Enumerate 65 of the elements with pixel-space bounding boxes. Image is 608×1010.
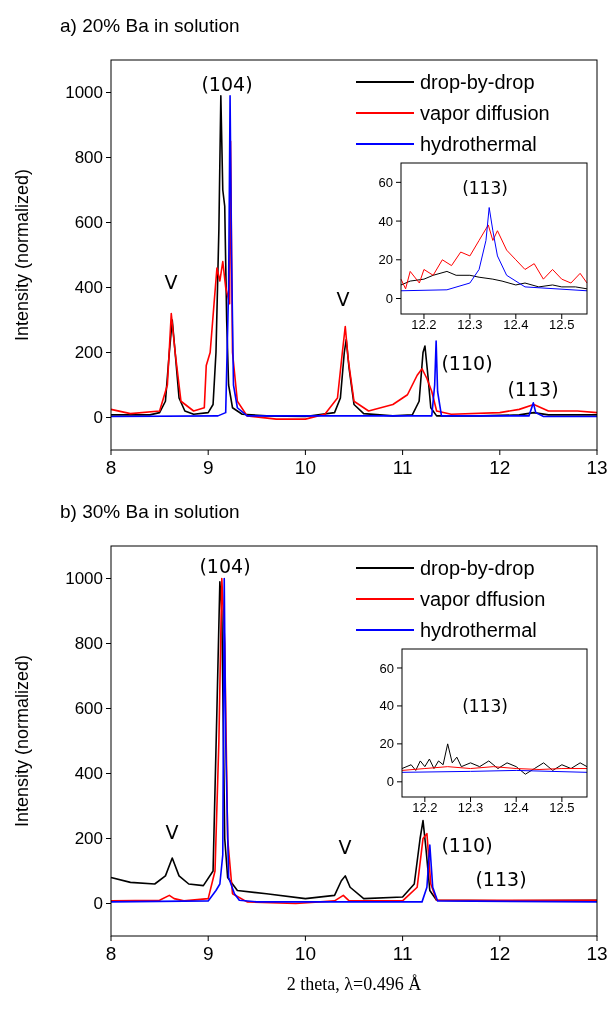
y-tick-label: 0	[93, 408, 103, 428]
x-tick-label: 11	[392, 457, 413, 478]
legend-label: hydrothermal	[420, 133, 537, 155]
x-tick-label: 12.4	[503, 317, 529, 332]
y-tick-label: 200	[74, 343, 103, 363]
x-tick-label: 12.5	[549, 800, 575, 815]
y-tick-label: 60	[378, 174, 393, 190]
annotation: (113)	[507, 378, 559, 400]
x-tick-label: 12.5	[549, 317, 575, 332]
annotation: (113)	[462, 178, 508, 198]
x-tick-label: 12.2	[411, 317, 437, 332]
x-tick-label: 9	[202, 457, 214, 478]
x-axis-title: 2 theta, λ=0.496 Å	[286, 974, 422, 994]
x-tick-label: 10	[294, 457, 316, 478]
line-series	[400, 224, 588, 290]
annotation: (113)	[462, 696, 508, 716]
legend-label: hydrothermal	[420, 619, 537, 641]
legend-label: drop-by-drop	[420, 71, 535, 93]
annotation: V	[164, 271, 178, 293]
y-tick-label: 20	[378, 252, 393, 268]
line-series	[400, 207, 588, 292]
chart-title: b) 30% Ba in solution	[60, 501, 240, 522]
x-tick-label: 12.2	[412, 800, 438, 815]
y-tick-label: 0	[386, 774, 394, 790]
x-tick-label: 12.4	[503, 800, 529, 815]
y-tick-label: 400	[74, 764, 103, 784]
annotation: (110)	[441, 834, 493, 856]
x-tick-label: 10	[294, 943, 316, 964]
y-axis-title: Intensity (normalized)	[12, 168, 32, 342]
x-tick-label: 9	[202, 943, 214, 964]
x-tick-label: 11	[392, 943, 413, 964]
annotation: (104)	[201, 73, 253, 95]
y-tick-label: 0	[385, 291, 393, 307]
x-tick-label: 12	[489, 457, 511, 478]
y-tick-label: 0	[93, 894, 103, 914]
x-tick-label: 8	[105, 457, 117, 478]
x-tick-label: 8	[105, 943, 117, 964]
annotation: V	[338, 836, 352, 858]
y-tick-label: 600	[74, 213, 103, 233]
x-tick-label: 13	[586, 943, 608, 964]
legend-label: vapor dffusion	[420, 588, 546, 610]
y-tick-label: 60	[379, 660, 394, 676]
y-tick-label: 20	[379, 736, 394, 752]
annotation: V	[165, 821, 179, 843]
y-tick-label: 40	[378, 213, 393, 229]
y-tick-label: 400	[74, 278, 103, 298]
y-tick-label: 600	[74, 699, 103, 719]
y-tick-label: 800	[74, 634, 103, 654]
y-tick-label: 40	[379, 698, 394, 714]
y-axis-title: Intensity (normalized)	[12, 654, 32, 828]
annotation: V	[336, 288, 350, 310]
annotation: (104)	[199, 555, 251, 577]
legend-label: vapor diffusion	[420, 102, 550, 124]
chart-title: a) 20% Ba in solution	[60, 15, 240, 36]
x-tick-label: 12	[489, 943, 511, 964]
x-tick-label: 13	[586, 457, 608, 478]
x-tick-label: 12.3	[457, 800, 484, 815]
y-tick-label: 800	[74, 148, 103, 168]
y-tick-label: 1000	[65, 83, 103, 103]
legend-label: drop-by-drop	[420, 557, 535, 579]
x-tick-label: 12.3	[457, 317, 483, 332]
y-tick-label: 1000	[65, 569, 103, 589]
annotation: (113)	[475, 868, 527, 890]
y-tick-label: 200	[74, 829, 103, 849]
annotation: (110)	[441, 352, 493, 374]
